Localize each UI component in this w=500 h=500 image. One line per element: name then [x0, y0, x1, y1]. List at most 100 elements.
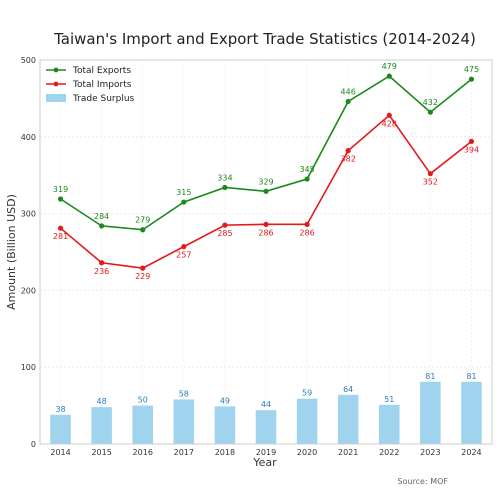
surplus-bar [461, 381, 482, 444]
x-tick-label: 2022 [379, 448, 399, 457]
data-point [57, 225, 64, 231]
data-label: 446 [341, 87, 356, 96]
data-point [468, 76, 475, 82]
legend-entry: Trade Surplus [72, 94, 135, 104]
y-axis-label: Amount (Billion USD) [5, 194, 18, 310]
data-point [427, 171, 433, 177]
data-label: 345 [299, 165, 314, 174]
data-label: 475 [464, 65, 479, 74]
legend-entry: Total Imports [72, 80, 132, 90]
data-label: 394 [464, 145, 479, 154]
x-tick-label: 2023 [420, 448, 440, 457]
data-label: 236 [94, 267, 109, 276]
surplus-bar [337, 394, 359, 444]
data-label: 279 [135, 216, 150, 225]
data-label: 229 [135, 272, 150, 281]
surplus-data-label: 81 [466, 372, 476, 381]
y-tick-label: 300 [21, 210, 36, 219]
x-tick-label: 2014 [50, 448, 70, 457]
surplus-data-label: 58 [179, 389, 189, 398]
surplus-data-label: 81 [425, 372, 435, 381]
legend-swatch [46, 94, 66, 102]
surplus-data-label: 44 [261, 400, 271, 409]
data-label: 352 [423, 178, 438, 187]
x-tick-label: 2018 [215, 448, 235, 457]
x-tick-label: 2021 [338, 448, 358, 457]
data-label: 315 [176, 188, 191, 197]
x-tick-label: 2017 [174, 448, 194, 457]
data-label: 428 [382, 119, 397, 128]
y-tick-label: 400 [21, 133, 36, 142]
data-point [222, 222, 228, 228]
surplus-data-label: 51 [384, 395, 394, 404]
data-point [99, 260, 105, 266]
data-label: 285 [217, 229, 232, 238]
data-label: 281 [53, 232, 68, 241]
data-label: 329 [258, 177, 273, 186]
source-note: Source: MOF [397, 477, 448, 486]
bar-series: 38 48 50 58 49 44 59 64 51 81 81 [50, 372, 482, 444]
surplus-data-label: 50 [138, 396, 148, 405]
surplus-data-label: 38 [55, 405, 65, 414]
data-point [427, 109, 433, 115]
surplus-bar [132, 405, 153, 444]
data-point [263, 188, 269, 194]
surplus-bar [255, 410, 277, 444]
surplus-bar [214, 406, 236, 444]
chart-title: Taiwan's Import and Export Trade Statist… [53, 30, 476, 48]
data-label: 334 [217, 173, 232, 182]
surplus-data-label: 59 [302, 389, 312, 398]
x-tick-label: 2020 [297, 448, 317, 457]
data-point [263, 221, 269, 227]
data-point [304, 221, 310, 227]
y-tick-label: 100 [21, 363, 36, 372]
legend: Total Exports Total Imports Trade Surplus [46, 66, 135, 104]
surplus-data-label: 49 [220, 396, 230, 405]
surplus-data-label: 48 [97, 397, 107, 406]
grid [40, 59, 492, 445]
data-point [140, 227, 146, 233]
data-label: 257 [176, 251, 191, 260]
axes: 0 100 200 300 400 500 2014 2015 2016 2017 2018 2019… [21, 56, 493, 457]
data-label: 286 [299, 228, 314, 237]
x-tick-label: 2019 [256, 448, 276, 457]
data-label: 284 [94, 212, 109, 221]
legend-entry: Total Exports [72, 66, 131, 76]
data-point [468, 138, 475, 145]
y-tick-label: 200 [21, 286, 36, 295]
data-point [345, 148, 351, 154]
data-label: 286 [258, 228, 273, 237]
surplus-bar [420, 381, 441, 444]
series-total-exports: 319 284 279 315 334 329 345 446 479 432 475 [53, 62, 479, 233]
data-label: 319 [53, 185, 68, 194]
surplus-bar [379, 404, 400, 444]
data-point [181, 199, 187, 205]
data-point [304, 176, 310, 182]
data-label: 479 [382, 62, 397, 71]
data-point [222, 184, 228, 191]
surplus-bar [296, 398, 318, 444]
data-point [181, 244, 187, 250]
legend-marker [53, 67, 59, 73]
surplus-bar [173, 399, 195, 444]
data-point [345, 98, 351, 105]
y-tick-label: 0 [31, 440, 36, 449]
surplus-data-label: 64 [343, 385, 353, 394]
data-point [386, 112, 392, 118]
x-tick-label: 2024 [461, 448, 481, 457]
plot-frame [39, 59, 493, 445]
surplus-bar [91, 407, 112, 444]
data-label: 382 [341, 155, 356, 164]
surplus-bar [50, 414, 71, 444]
data-point [99, 223, 105, 229]
series-total-imports: 281 236 229 257 285 286 286 382 428 352 394 [53, 112, 479, 281]
x-tick-label: 2016 [133, 448, 153, 457]
data-label: 432 [423, 98, 438, 107]
data-point [57, 196, 64, 202]
data-point [140, 265, 146, 271]
x-tick-label: 2015 [91, 448, 111, 457]
x-axis-label: Year [252, 456, 277, 469]
